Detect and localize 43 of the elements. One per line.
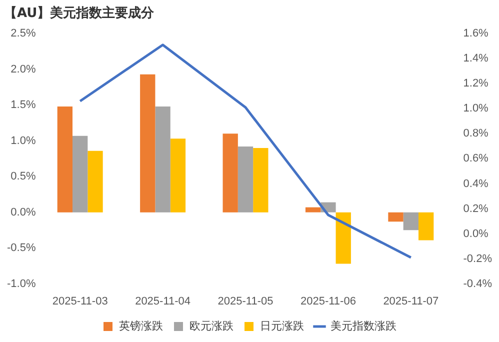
bar	[57, 106, 73, 212]
y2-tick-label: 0.4%	[463, 178, 489, 190]
x-tick-label: 2025-11-06	[300, 295, 356, 308]
legend-label: 英镑涨跌	[119, 320, 163, 333]
y-tick-label: 1.0%	[10, 134, 36, 147]
bar	[140, 74, 156, 212]
x-tick-label: 2025-11-04	[135, 295, 191, 308]
y-tick-label: 0.5%	[10, 170, 36, 183]
y-tick-label: 1.5%	[10, 99, 36, 112]
bar	[253, 148, 268, 212]
y2-tick-label: 0.0%	[463, 228, 489, 240]
y2-tick-label: -0.2%	[463, 252, 492, 265]
y2-tick-label: 1.4%	[463, 52, 489, 65]
bar	[238, 146, 254, 212]
legend-label: 美元指数涨跌	[330, 320, 396, 333]
legend-label: 日元涨跌	[260, 320, 304, 333]
bar	[305, 207, 321, 212]
y-tick-label: 2.5%	[10, 28, 36, 40]
bar	[418, 212, 434, 240]
bar	[155, 106, 170, 212]
y2-tick-label: 0.6%	[463, 152, 489, 165]
bar	[72, 136, 88, 212]
y-tick-label: 2.0%	[10, 63, 36, 76]
y2-tick-label: -0.4%	[463, 278, 492, 290]
y-tick-label: 0.0%	[10, 206, 36, 218]
y2-tick-label: 1.0%	[463, 102, 489, 115]
y2-tick-label: 1.2%	[463, 78, 489, 90]
bar	[403, 212, 418, 230]
y2-tick-label: 0.2%	[463, 202, 489, 215]
x-tick-label: 2025-11-07	[383, 295, 439, 308]
y2-tick-label: 1.6%	[463, 28, 489, 40]
y2-tick-label: 0.8%	[463, 128, 489, 140]
bar	[170, 138, 186, 212]
bar	[88, 150, 103, 212]
bar	[336, 212, 351, 264]
x-tick-label: 2025-11-03	[52, 295, 108, 308]
chart-title: 【AU】美元指数主要成分	[4, 4, 154, 22]
y-tick-label: -0.5%	[6, 242, 36, 254]
bar	[222, 134, 238, 212]
y-tick-label: -1.0%	[6, 278, 36, 290]
x-tick-label: 2025-11-05	[218, 295, 274, 308]
bar	[388, 212, 404, 222]
legend-label: 欧元涨跌	[190, 320, 234, 333]
